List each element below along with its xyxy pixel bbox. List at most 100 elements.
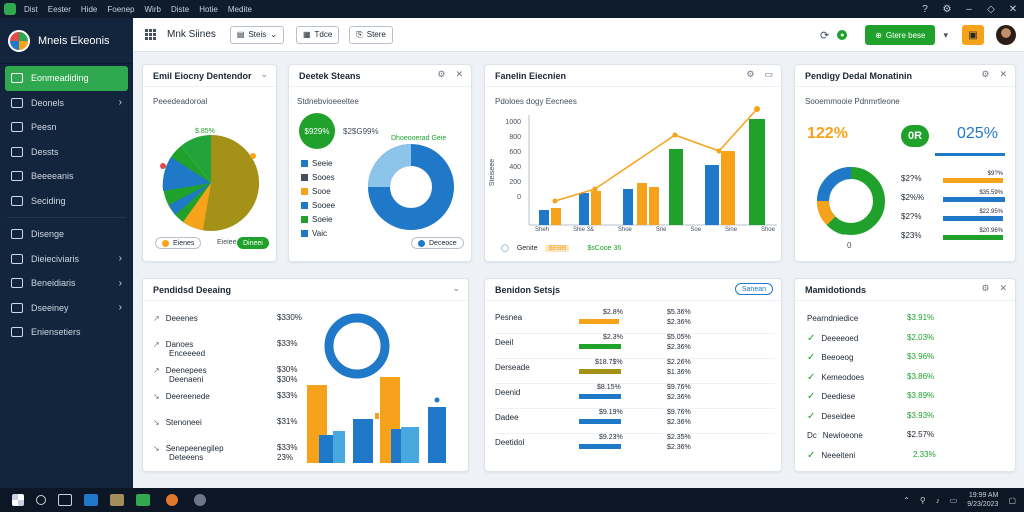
sidebar-item-3[interactable]: Dessts (5, 140, 128, 165)
menu-item[interactable]: Medite (227, 4, 252, 14)
legend-button[interactable]: Dineei (237, 237, 269, 249)
store-icon[interactable] (136, 494, 150, 506)
table-row[interactable]: Dadee $9.19% $9.76% $2.36% (495, 409, 775, 434)
chevron-down-icon[interactable]: ▾ (943, 29, 948, 40)
table-row[interactable]: Pesnea $2.8% $5.36% $2.36% (495, 309, 775, 334)
list-header-value: $3.91% (907, 313, 935, 322)
list-item[interactable]: ↘ Senepeenegilep Deteeens $33% 23% (153, 443, 298, 462)
list-item[interactable]: ✓ Neeeiteni 2.33% (807, 450, 1007, 470)
table-row[interactable]: Derseade $18.7$% $2.26% $1.36% (495, 359, 775, 384)
menu-item[interactable]: Hide (80, 4, 98, 14)
start-icon[interactable] (12, 494, 24, 506)
list-item-label: Deereenede (165, 392, 210, 401)
menu-item[interactable]: Foenep (107, 4, 135, 14)
close-button[interactable]: ✕ (1008, 3, 1018, 15)
menu-item[interactable]: Eester (47, 4, 71, 14)
sidebar-item-2[interactable]: Peesn (5, 115, 128, 140)
close-icon[interactable]: ✕ (999, 69, 1007, 79)
grid-icon[interactable] (145, 28, 157, 41)
table-row[interactable]: Deeil $2.3% $5.05% $2.36% (495, 334, 775, 359)
menu-item[interactable]: Diste (170, 4, 190, 14)
folder-icon[interactable] (110, 494, 124, 506)
bar (749, 119, 765, 225)
sidebar-item-dashboard[interactable]: Eonmeadiding (5, 66, 128, 91)
sidebar-item-6[interactable]: Disenge (5, 222, 128, 247)
minimize-button[interactable]: – (966, 3, 972, 15)
notifications-button[interactable]: ▣ (962, 25, 984, 45)
card-title-text: Pendigy Dedal Monatinin (805, 70, 913, 81)
menu-item[interactable]: Dist (24, 4, 38, 14)
card-pie: Emil Eiocny Dentendor ⌄ Peeedeadoroal $.8… (142, 64, 277, 262)
app-taskbar-icon[interactable] (194, 494, 206, 506)
browser-icon[interactable] (166, 494, 178, 506)
battery-icon[interactable]: ▭ (949, 495, 958, 505)
close-icon[interactable]: ✕ (999, 283, 1007, 293)
list-item[interactable]: ↗ Danoes Enceeeed $33% (153, 339, 298, 358)
list-item[interactable]: ✓ Kemeodoes $3.86% (807, 372, 1007, 392)
sidebar-item-1[interactable]: Deonels › (5, 91, 128, 116)
pie-value: $.85% (195, 128, 215, 135)
help-icon[interactable]: ? (922, 3, 928, 15)
sidebar-item-7[interactable]: Dieieciviaris › (5, 247, 128, 272)
list-item[interactable]: ↘ Stenoneei $31% (153, 417, 298, 427)
settings-icon[interactable]: ⚙ (746, 69, 755, 79)
menu-item[interactable]: Hotie (199, 4, 218, 14)
notification-icon[interactable]: ▢ (1008, 495, 1016, 505)
list-item[interactable]: ✓ Deeeeoed $2.03% (807, 333, 1007, 353)
chevron-down-icon[interactable]: ⌄ (452, 283, 460, 293)
sidebar-item-10[interactable]: Eniensetiers (5, 320, 128, 345)
legend-item: Seeie (301, 159, 335, 173)
sidebar: Mneis Ekeonis Eonmeadiding Deonels › Pees… (0, 18, 133, 488)
list-item[interactable]: ↗ Deenepees Deenaeni $30% $30% (153, 365, 298, 384)
primary-action-button[interactable]: ⊕ Gtere bese (865, 25, 936, 45)
y-tick: 200 (509, 179, 521, 186)
chevron-right-icon: › (118, 253, 122, 265)
list-item[interactable]: ✓ Beeoeog $3.96% (807, 352, 1007, 372)
chevron-down-icon[interactable]: ⌄ (260, 69, 268, 79)
pie-slice (191, 134, 260, 231)
list-item-value: $2.57% (907, 430, 935, 439)
task-view-icon[interactable] (58, 494, 72, 506)
table-row[interactable]: Deetidol $9.23% $2.35% $2.36% (495, 434, 775, 459)
sidebar-item-8[interactable]: Beneidiaris › (5, 271, 128, 296)
chevron-up-icon[interactable]: ⌃ (903, 495, 910, 505)
card-action-button[interactable]: Sanean (734, 283, 773, 295)
sidebar-item-4[interactable]: Beeeeanis (5, 164, 128, 189)
sidebar-item-5[interactable]: Seciding (5, 189, 128, 214)
legend-item-1[interactable]: Eienes (155, 237, 202, 249)
clock[interactable]: 19:99 AM 9/23/2023 (967, 491, 998, 509)
legend-label: Eieiee (217, 239, 237, 246)
menu-item[interactable]: Wirb (144, 4, 161, 14)
avatar[interactable] (996, 25, 1016, 45)
divider (7, 217, 126, 218)
list-item[interactable]: ↗ Deeenes $330% (153, 313, 302, 323)
filter-dropdown[interactable]: ▤ Steis ⌄ (229, 25, 284, 44)
row-bar (579, 444, 621, 449)
refresh-icon[interactable]: ⟳ (819, 29, 830, 42)
close-icon[interactable]: ✕ (455, 69, 463, 79)
network-icon[interactable]: ⚲ (919, 495, 926, 505)
list-item[interactable]: Dc Newioeone $2.57% (807, 430, 1007, 450)
list-item-sub: Deenaeni (169, 375, 204, 384)
date-button[interactable]: ▦ Tdce (295, 25, 340, 44)
table-row[interactable]: Deenid $8.15% $9.76% $2.36% (495, 384, 775, 409)
settings-icon[interactable]: ⚙ (981, 283, 990, 293)
settings-icon[interactable]: ⚙ (942, 3, 952, 15)
footer-button[interactable]: Deceoce (411, 237, 464, 249)
list-item[interactable]: ↘ Deereenede $33% (153, 391, 298, 401)
search-icon[interactable] (36, 495, 46, 505)
share-button[interactable]: ⎘ Stere (349, 25, 393, 44)
settings-icon[interactable]: ⚙ (437, 69, 446, 79)
list-item[interactable]: ✓ Deediese $3.89% (807, 391, 1007, 411)
sidebar-item-label: Deonels (31, 97, 65, 108)
disk-icon (11, 229, 23, 240)
restore-button[interactable]: ◇ (987, 3, 995, 15)
y-tick: 400 (509, 164, 521, 171)
list-item-value: $3.86% (907, 371, 935, 381)
list-item[interactable]: ✓ Deseidee $3.93% (807, 411, 1007, 431)
sidebar-item-9[interactable]: Dseeiney › (5, 296, 128, 321)
app-taskbar-icon[interactable] (84, 494, 98, 506)
volume-icon[interactable]: ♪ (935, 495, 940, 505)
menu-icon[interactable]: ▭ (764, 69, 773, 79)
settings-icon[interactable]: ⚙ (981, 69, 990, 79)
